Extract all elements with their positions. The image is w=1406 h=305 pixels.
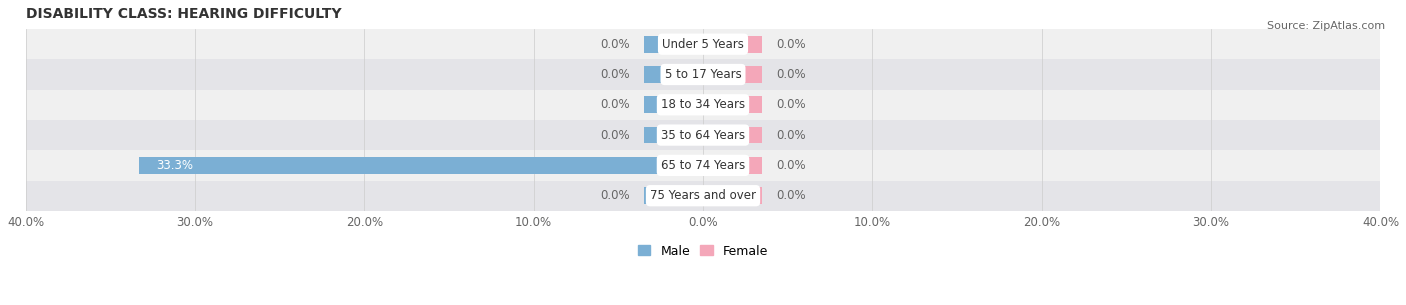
Text: Under 5 Years: Under 5 Years <box>662 38 744 51</box>
Text: 33.3%: 33.3% <box>156 159 193 172</box>
Bar <box>703 127 762 143</box>
Bar <box>25 90 1381 120</box>
Bar <box>644 127 703 143</box>
Bar <box>644 36 703 52</box>
Bar <box>25 59 1381 90</box>
Legend: Male, Female: Male, Female <box>633 240 773 263</box>
Bar <box>703 36 762 52</box>
Bar <box>703 187 762 204</box>
Bar <box>644 66 703 83</box>
Text: 0.0%: 0.0% <box>776 98 806 111</box>
Text: 18 to 34 Years: 18 to 34 Years <box>661 98 745 111</box>
Bar <box>139 157 703 174</box>
Bar <box>25 29 1381 59</box>
Text: 75 Years and over: 75 Years and over <box>650 189 756 202</box>
Bar <box>25 120 1381 150</box>
Text: 65 to 74 Years: 65 to 74 Years <box>661 159 745 172</box>
Text: 5 to 17 Years: 5 to 17 Years <box>665 68 741 81</box>
Text: 35 to 64 Years: 35 to 64 Years <box>661 129 745 142</box>
Bar <box>644 96 703 113</box>
Text: 0.0%: 0.0% <box>776 159 806 172</box>
Text: 0.0%: 0.0% <box>600 68 630 81</box>
Text: 0.0%: 0.0% <box>600 129 630 142</box>
Bar <box>703 66 762 83</box>
Bar <box>703 96 762 113</box>
Bar <box>703 157 762 174</box>
Text: 0.0%: 0.0% <box>776 129 806 142</box>
Bar <box>25 181 1381 211</box>
Text: 0.0%: 0.0% <box>600 38 630 51</box>
Text: Source: ZipAtlas.com: Source: ZipAtlas.com <box>1267 21 1385 31</box>
Text: 0.0%: 0.0% <box>776 38 806 51</box>
Text: 0.0%: 0.0% <box>600 189 630 202</box>
Text: 0.0%: 0.0% <box>776 189 806 202</box>
Text: 0.0%: 0.0% <box>776 68 806 81</box>
Bar <box>644 187 703 204</box>
Bar <box>25 150 1381 181</box>
Text: 0.0%: 0.0% <box>600 98 630 111</box>
Text: DISABILITY CLASS: HEARING DIFFICULTY: DISABILITY CLASS: HEARING DIFFICULTY <box>25 7 342 21</box>
